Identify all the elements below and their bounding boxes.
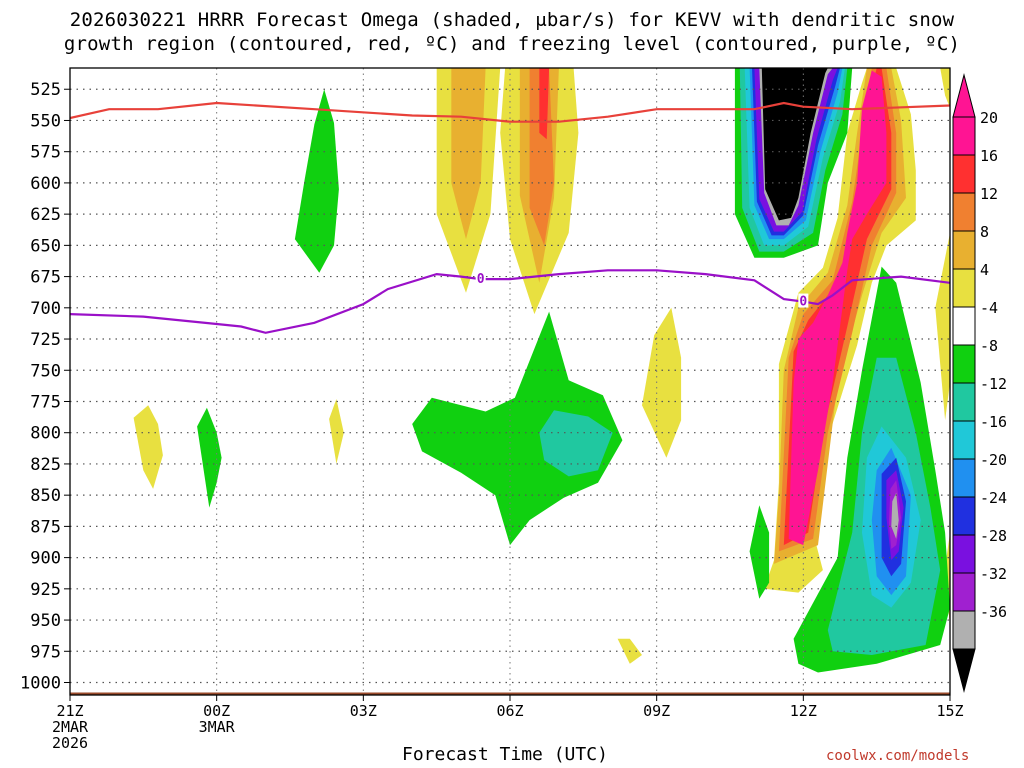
x-tick-label: 21Z [56, 702, 83, 720]
omega-region--4 [749, 505, 770, 599]
y-tick-label: 975 [30, 642, 61, 662]
y-tick-label: 650 [30, 236, 61, 256]
y-tick-label: 800 [30, 424, 61, 444]
omega-region--4 [197, 407, 222, 508]
colorbar-segment [952, 572, 976, 612]
colorbar-label: 8 [980, 223, 989, 241]
x-tick-label: 00Z [203, 702, 230, 720]
colorbar-label: -12 [980, 375, 1007, 393]
colorbar-segment [952, 420, 976, 460]
omega-colorbar: 20 16 12 8 4 -4 -8 -12 -16 -20 -24 -28 -32 -36 [952, 73, 1007, 693]
colorbar-segment [952, 268, 976, 308]
colorbar-segment [952, 230, 976, 270]
colorbar-label: 16 [980, 147, 998, 165]
chart-title: 2026030221 HRRR Forecast Omega (shaded, … [0, 8, 1024, 56]
freezing-label-bg [475, 271, 486, 286]
y-tick-label: 625 [30, 205, 61, 225]
y-tick-label: 900 [30, 549, 61, 569]
x-tick-label: 15Z [936, 702, 963, 720]
freezing-level-label: 0 [799, 295, 807, 310]
colorbar-label: -28 [980, 527, 1007, 545]
colorbar-label: -36 [980, 603, 1007, 621]
colorbar-segment [952, 458, 976, 498]
freezing-level-contour [70, 269, 950, 334]
omega-region-4 [935, 232, 950, 421]
colorbar-label: 12 [980, 185, 998, 203]
y-tick-label: 575 [30, 143, 61, 163]
colorbar-segment [952, 306, 976, 346]
colorbar-label: -32 [980, 565, 1007, 583]
x-axis-title: Forecast Time (UTC) [402, 744, 608, 765]
y-tick-label: 775 [30, 392, 61, 412]
colorbar-label: -8 [980, 337, 998, 355]
omega-region-12 [529, 68, 554, 246]
y-tick-label: 750 [30, 361, 61, 381]
y-tick-label: 925 [30, 580, 61, 600]
dendritic-growth-contour [70, 101, 950, 123]
omega-shading [70, 68, 950, 695]
y-tick-label: 950 [30, 611, 61, 631]
contour-lines: 00 [70, 101, 950, 334]
x-tick-label: 06Z [496, 702, 523, 720]
omega-region-4 [329, 399, 344, 464]
colorbar-segment [952, 154, 976, 194]
credit-link[interactable]: coolwx.com/models [826, 748, 970, 764]
chart-title-line1: 2026030221 HRRR Forecast Omega (shaded, … [69, 9, 955, 31]
colorbar-segment [952, 534, 976, 574]
omega-region--4 [294, 89, 339, 273]
colorbar-segment [952, 610, 976, 650]
omega-region-8 [451, 68, 486, 240]
colorbar-segment [952, 116, 976, 156]
freezing-label-bg [798, 293, 809, 308]
colorbar-label: -20 [980, 451, 1007, 469]
x-tick-label: 12Z [790, 702, 817, 720]
x-tick-label: 2MAR [52, 718, 89, 736]
x-tick-label: 09Z [643, 702, 670, 720]
x-tick-label: 03Z [350, 702, 377, 720]
omega-region--4 [412, 311, 623, 546]
y-tick-label: 700 [30, 299, 61, 319]
colorbar-segment [952, 192, 976, 232]
x-tick-label: 3MAR [199, 718, 236, 736]
y-tick-label: 725 [30, 330, 61, 350]
y-tick-label: 550 [30, 111, 61, 131]
colorbar-segment [952, 344, 976, 384]
colorbar-label: -4 [980, 299, 998, 317]
grid-lines [70, 68, 950, 695]
y-tick-label: 525 [30, 80, 61, 100]
omega-region--32 [891, 492, 899, 539]
colorbar-top-arrow [952, 73, 976, 118]
y-tick-label: 1000 [20, 674, 61, 694]
y-tick-label: 850 [30, 486, 61, 506]
colorbar-segment [952, 382, 976, 422]
colorbar-label: 20 [980, 109, 998, 127]
colorbar-label: -24 [980, 489, 1007, 507]
pressure-axis: 525 550 575 600 625 650 675 700 725 750 775 800 825 8… [20, 80, 70, 694]
omega-region--8 [539, 410, 613, 477]
y-tick-label: 875 [30, 517, 61, 537]
colorbar-segment [952, 496, 976, 536]
y-tick-label: 600 [30, 174, 61, 194]
x-tick-label: 2026 [52, 734, 88, 752]
omega-region-4 [940, 68, 950, 108]
y-tick-label: 675 [30, 268, 61, 288]
chart-title-line2: growth region (contoured, red, ºC) and f… [63, 33, 961, 55]
omega-region-4 [133, 405, 163, 489]
colorbar-label: 4 [980, 261, 989, 279]
freezing-level-label: 0 [477, 272, 485, 287]
colorbar-label: -16 [980, 413, 1007, 431]
omega-region-4 [642, 307, 682, 458]
colorbar-bottom-arrow [952, 648, 976, 693]
ground-strip [70, 692, 950, 695]
y-tick-label: 825 [30, 455, 61, 475]
